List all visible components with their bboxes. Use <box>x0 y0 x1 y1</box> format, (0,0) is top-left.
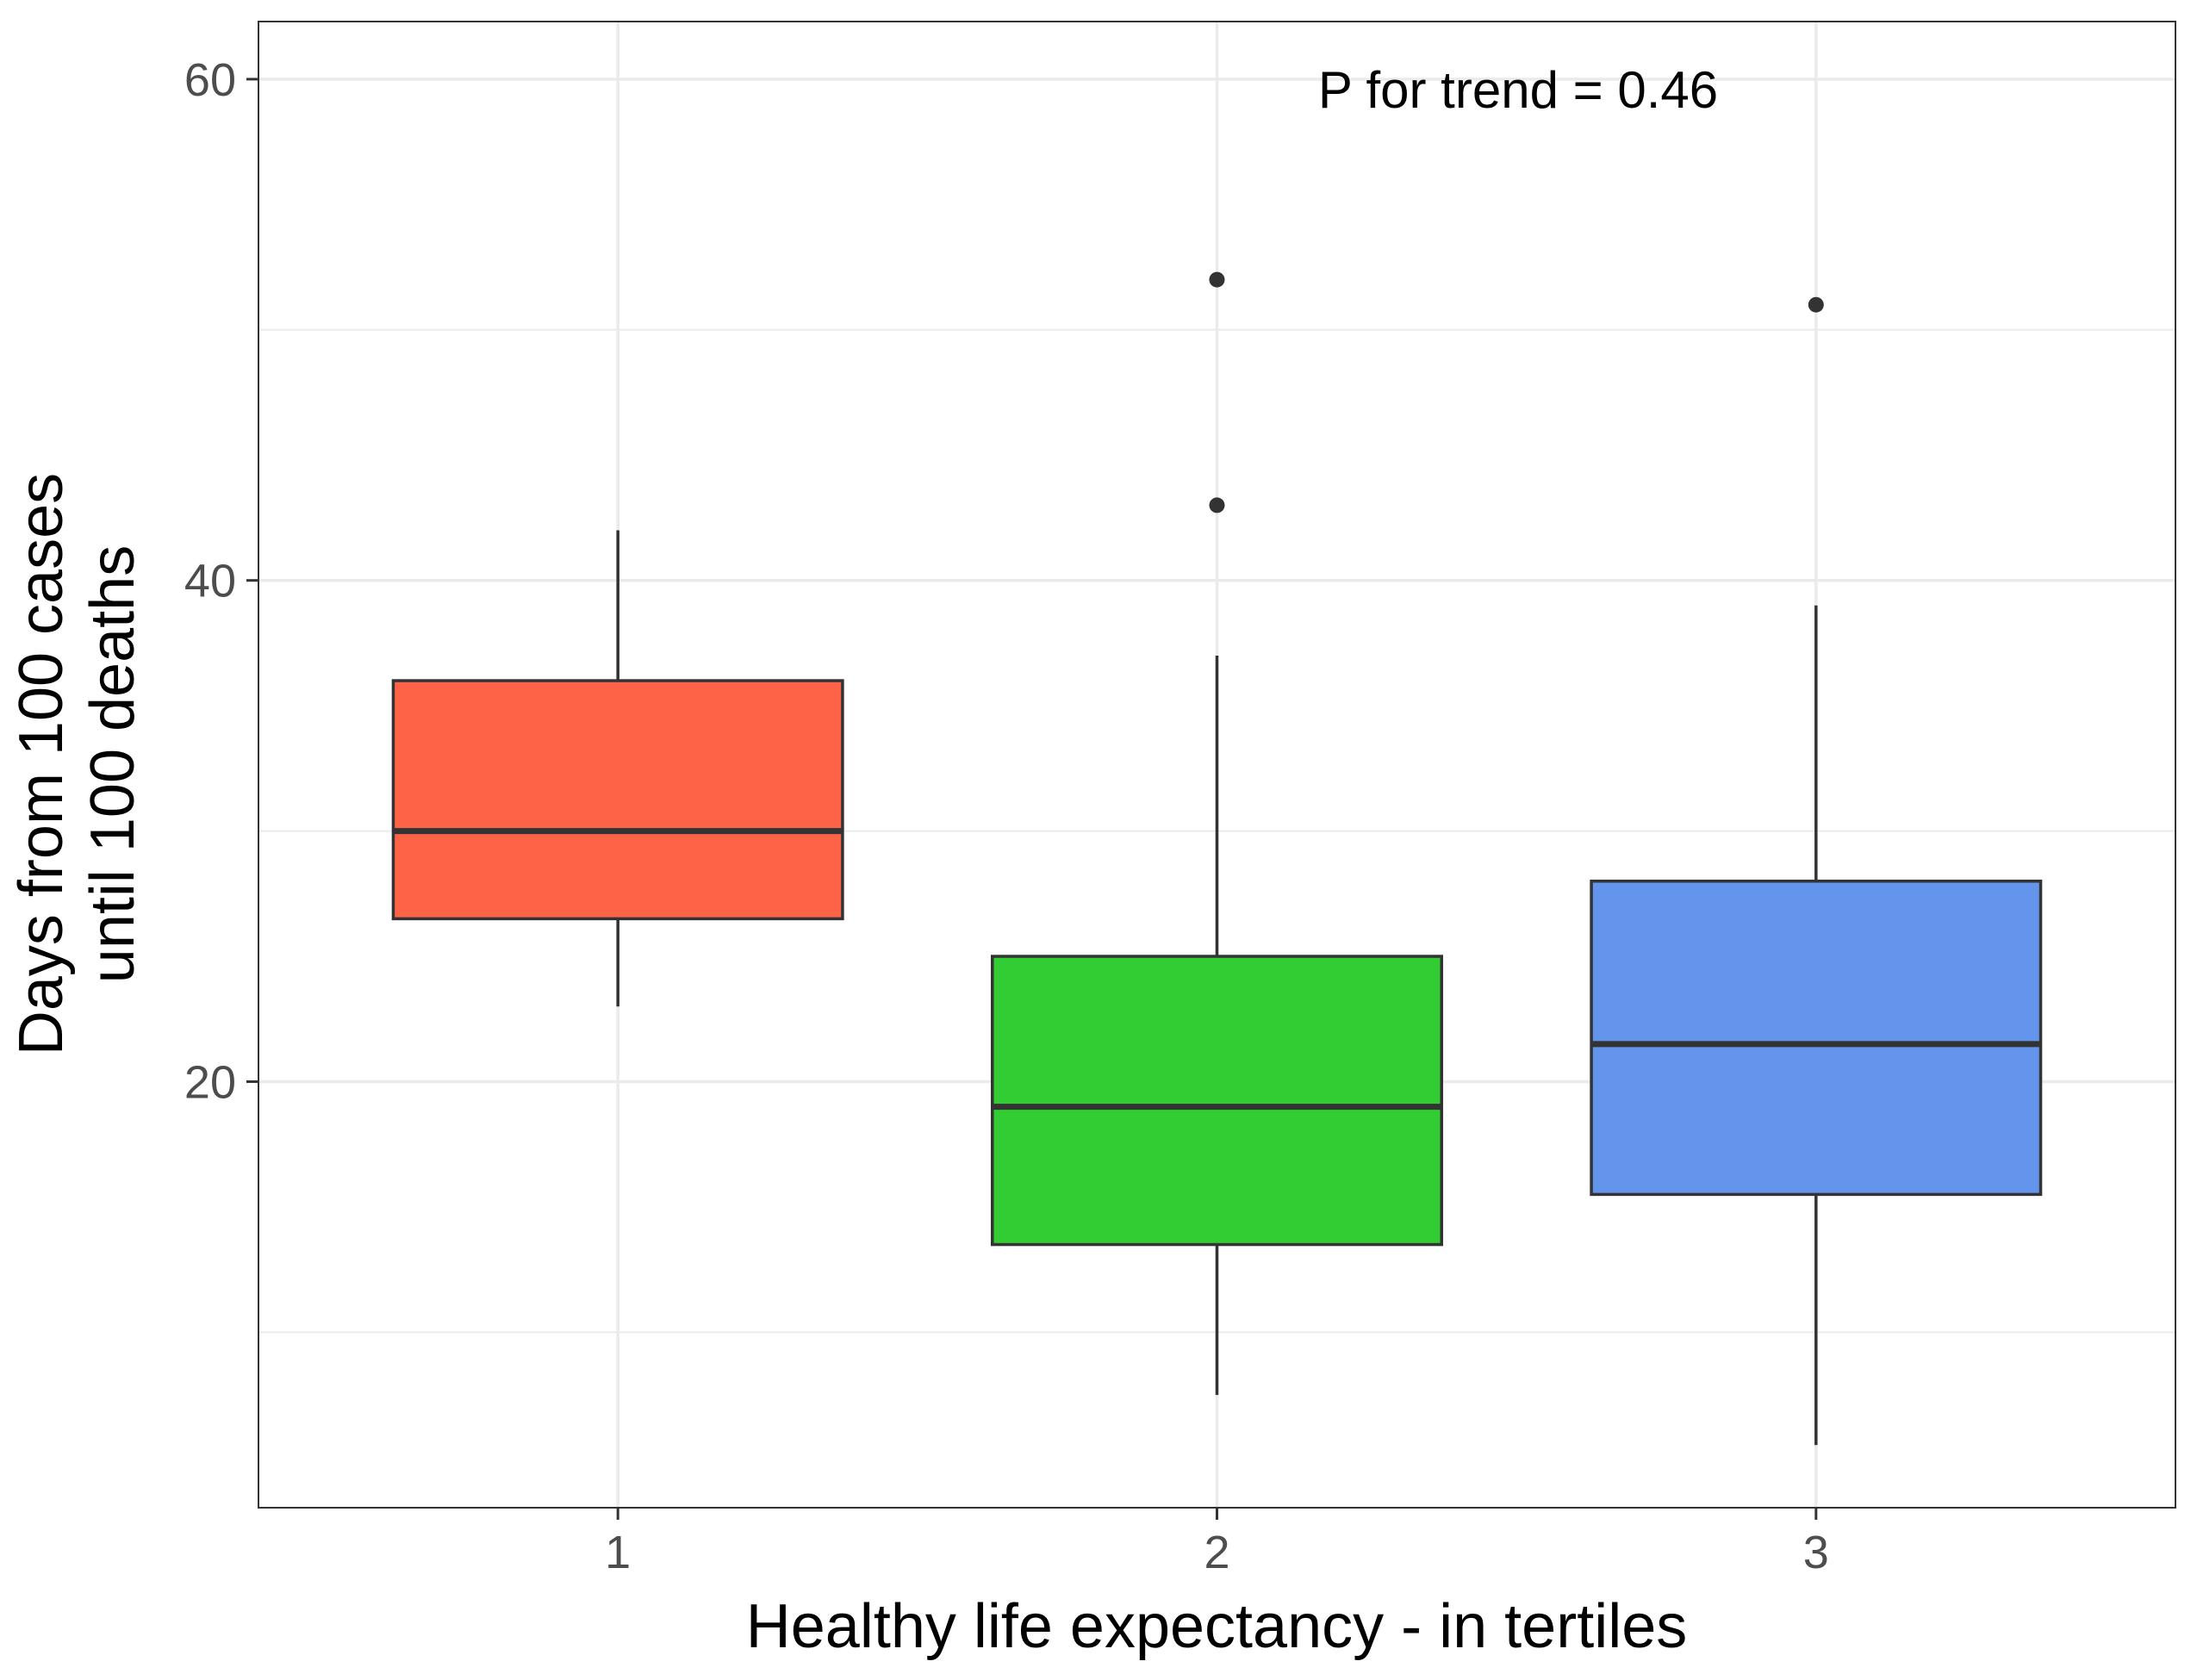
box-group-3 <box>1590 296 2043 1446</box>
trend-annotation: P for trend = 0.46 <box>1318 61 1718 119</box>
x-tick-label: 3 <box>1803 1527 1829 1578</box>
iqr-box <box>391 679 844 921</box>
boxes-layer <box>391 271 2043 1446</box>
x-axis-title: Healthy life expectancy - in tertiles <box>746 1592 1687 1661</box>
y-tick-label: 60 <box>184 54 236 106</box>
x-tick-label: 2 <box>1204 1527 1229 1578</box>
axes-layer: 20 40 60 1 2 3 <box>184 54 1829 1578</box>
outlier-point <box>1808 296 1824 313</box>
box-group-2 <box>991 271 1443 1396</box>
box-group-1 <box>391 530 844 1007</box>
y-tick-label: 20 <box>184 1056 236 1108</box>
iqr-box <box>991 955 1443 1247</box>
x-tick-label: 1 <box>605 1527 631 1578</box>
outlier-point <box>1209 271 1225 288</box>
y-axis-title-line-2: until 100 deaths <box>78 545 147 983</box>
outlier-point <box>1209 497 1225 513</box>
y-tick-label: 40 <box>184 556 236 607</box>
y-axis-title-line-1: Days from 100 cases <box>7 473 76 1055</box>
iqr-box <box>1590 880 2043 1197</box>
